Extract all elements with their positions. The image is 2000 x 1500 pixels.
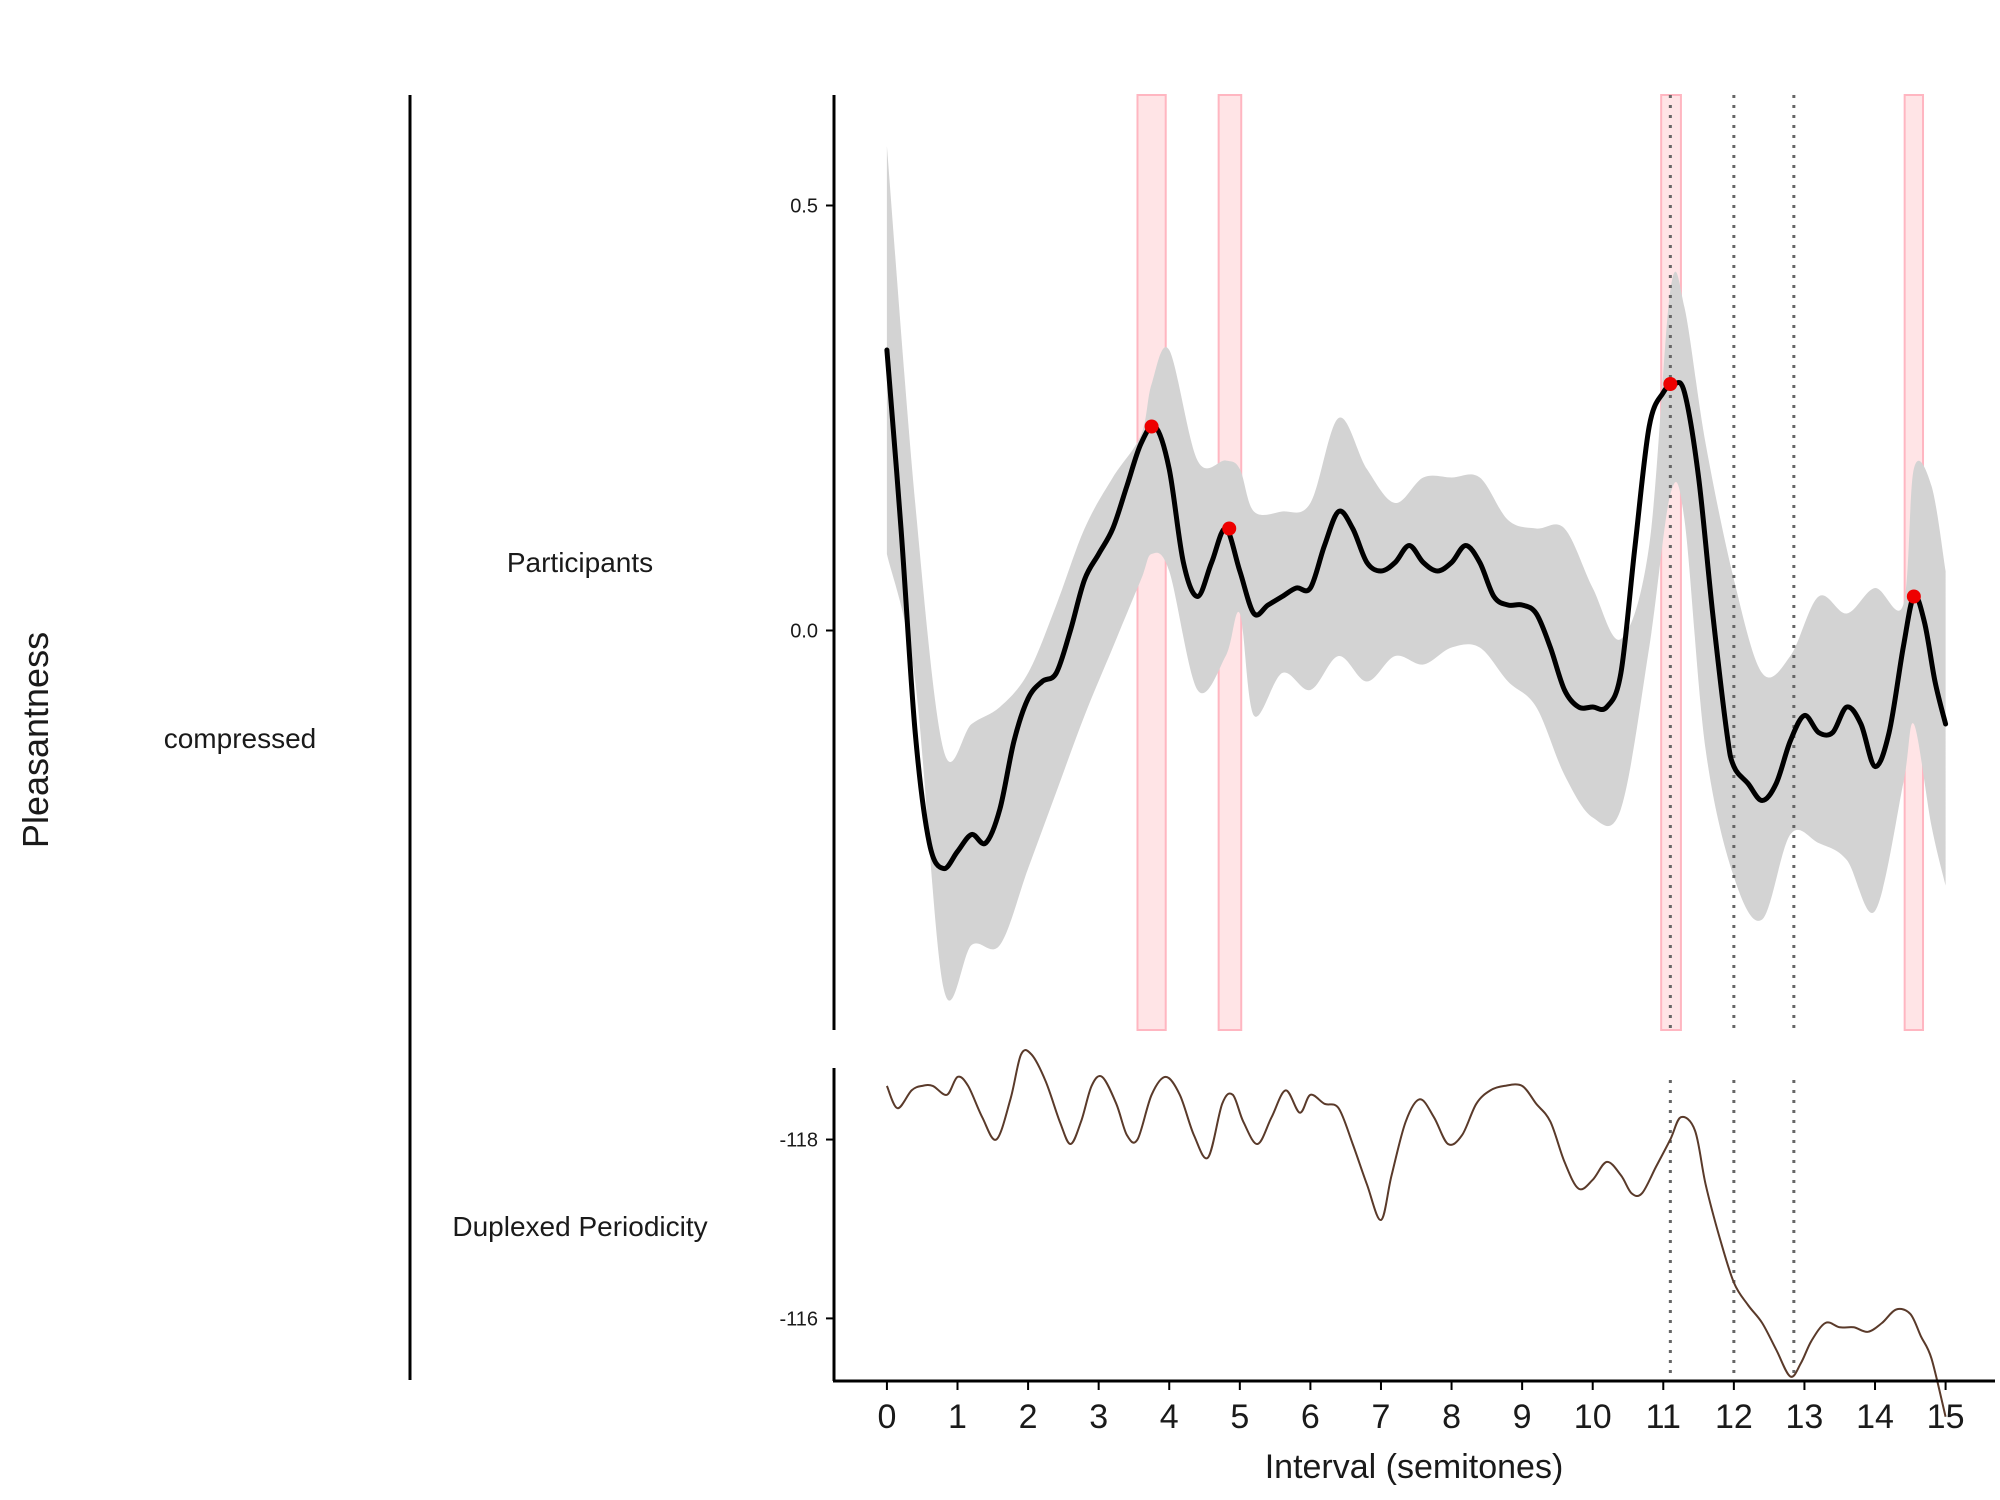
top-y-ticks: 0.0 0.5: [790, 196, 834, 643]
y-tick-label: -116: [779, 1308, 818, 1330]
peak-point: [1906, 589, 1921, 604]
x-ticks: 0 1 2 3 4 5 6 7 8 9 10 11 12 13 14 15: [877, 1381, 1965, 1436]
x-tick-label: 5: [1230, 1398, 1249, 1436]
x-tick-label: 1: [948, 1398, 967, 1436]
x-tick-label: 11: [1646, 1398, 1681, 1436]
mean-curve: [884, 347, 1949, 872]
peak-point: [1663, 377, 1678, 391]
x-tick-label: 3: [1089, 1398, 1108, 1436]
model-curve: [885, 1049, 1947, 1418]
peak-point: [1222, 521, 1237, 536]
x-tick-label: 9: [1513, 1398, 1532, 1436]
confidence-ribbon: [886, 146, 1946, 1001]
top-panel-label: Participants: [507, 547, 653, 578]
y-tick-label: -118: [779, 1130, 818, 1152]
bottom-panel-label: Duplexed Periodicity: [452, 1211, 707, 1242]
x-axis-title: Interval (semitones): [1265, 1448, 1564, 1486]
highlight-band: [1136, 94, 1167, 1031]
x-tick-label: 6: [1301, 1398, 1320, 1436]
x-tick-label: 0: [877, 1398, 896, 1436]
x-tick-label: 10: [1574, 1398, 1612, 1436]
x-tick-label: 12: [1715, 1398, 1753, 1436]
y-tick-label: 0.0: [790, 621, 818, 643]
x-tick-label: 13: [1786, 1398, 1824, 1436]
group-label: compressed: [164, 723, 317, 754]
peak-point: [1144, 419, 1159, 434]
x-tick-label: 7: [1372, 1398, 1391, 1436]
y-tick-label: 0.5: [790, 196, 818, 218]
bottom-y-ticks: -118 -116: [779, 1130, 834, 1330]
x-tick-label: 2: [1019, 1398, 1038, 1436]
x-tick-label: 8: [1442, 1398, 1461, 1436]
y-axis-title: Pleasantness: [15, 632, 56, 848]
bottom-reference-lines: [1668, 1080, 1796, 1381]
peak-points: [1144, 377, 1921, 604]
x-tick-label: 15: [1927, 1398, 1965, 1436]
x-tick-label: 4: [1160, 1398, 1179, 1436]
x-tick-label: 14: [1856, 1398, 1894, 1436]
